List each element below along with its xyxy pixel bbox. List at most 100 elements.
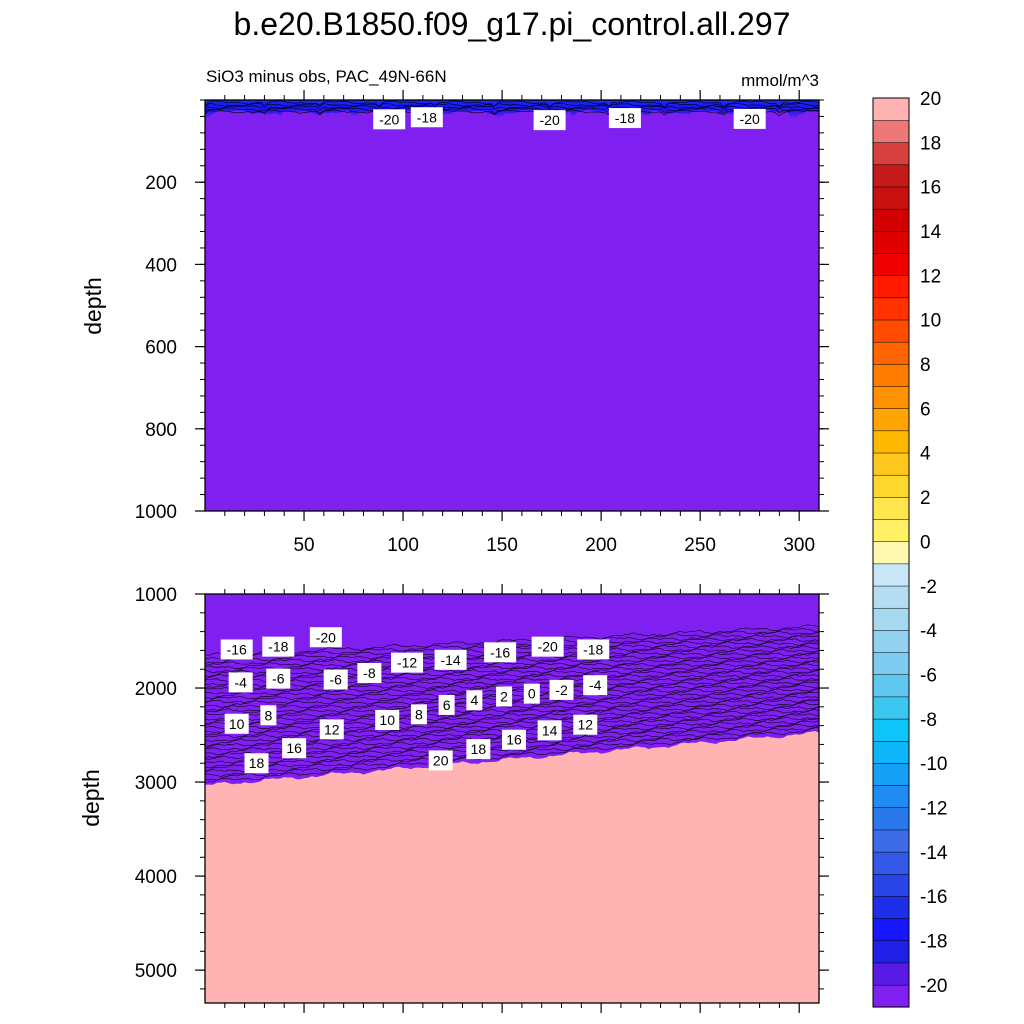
colorbar-swatch xyxy=(872,740,910,764)
y-tick-label: 2000 xyxy=(135,679,177,700)
contour-label-box xyxy=(428,750,453,771)
contour-label-text: -20 xyxy=(379,111,399,127)
contour-label-box xyxy=(357,662,382,683)
colorbar-swatch xyxy=(872,607,910,631)
upper-contour-lines xyxy=(205,100,819,117)
colorbar-tick-label: -8 xyxy=(920,710,937,731)
contour-label-box xyxy=(262,636,295,657)
colorbar-tick-label: 4 xyxy=(920,444,931,465)
contour-label-box xyxy=(533,110,566,131)
colorbar-swatch xyxy=(872,408,910,432)
contour-label-text: -14 xyxy=(440,652,460,668)
contour-line xyxy=(205,659,819,699)
colorbar-tick-label: 18 xyxy=(920,133,941,154)
contour-label-box xyxy=(577,639,610,660)
contour-label: -18 xyxy=(608,108,641,129)
lower-plot-frame xyxy=(204,593,820,1004)
contour-label: 2 xyxy=(496,686,513,707)
y-tick-label: 5000 xyxy=(135,961,177,982)
contour-label-text: -12 xyxy=(397,655,417,671)
colorbar-swatch xyxy=(872,674,910,698)
contour-line xyxy=(205,695,819,742)
contour-label: -20 xyxy=(733,108,766,129)
contour-line xyxy=(205,688,819,736)
colorbar-swatch xyxy=(872,97,910,121)
contour-label: 14 xyxy=(537,720,562,741)
colorbar-swatch xyxy=(872,297,910,321)
contour-line xyxy=(205,723,819,777)
y-tick-label: 400 xyxy=(145,255,177,276)
contour-label-box xyxy=(228,672,253,693)
colorbar-swatch xyxy=(872,851,910,875)
colorbar-tick-label: 0 xyxy=(920,532,931,553)
contour-label-box xyxy=(523,683,540,704)
contour-label-text: -18 xyxy=(268,639,288,655)
contour-label-box xyxy=(438,694,455,715)
contour-label-box xyxy=(466,739,491,760)
colorbar-swatch xyxy=(872,452,910,476)
y-tick-label: 200 xyxy=(145,173,177,194)
colorbar-tick-label: -14 xyxy=(920,843,948,864)
contour-label-box xyxy=(537,720,562,741)
contour-label-box xyxy=(496,686,513,707)
contour-label-text: -18 xyxy=(615,110,635,126)
colorbar: -20-18-16-14-12-10-8-6-4-202468101214161… xyxy=(872,89,948,1008)
contour-label-box xyxy=(282,738,307,759)
contour-label-box xyxy=(501,729,526,750)
upper-panel: 50 100 150 200 250 300 200 400 600 800 1000 -20 -18… xyxy=(80,90,829,556)
contour-label-text: 10 xyxy=(379,712,395,728)
x-tick-label: 150 xyxy=(486,535,518,556)
contour-label: 12 xyxy=(573,714,598,735)
colorbar-swatch xyxy=(872,385,910,409)
upper-plot-frame xyxy=(204,99,820,512)
contour-label: -20 xyxy=(533,110,566,131)
contour-label-box xyxy=(434,649,467,670)
lower-contour-labels: -16 -18-20-16 -20 -18-12 -14-8-4 -6 -62 0 -2 -446… xyxy=(220,627,610,774)
contour-line xyxy=(205,104,819,112)
contour-line xyxy=(205,624,819,657)
colorbar-tick-label: -6 xyxy=(920,665,937,686)
contour-label-text: -20 xyxy=(538,639,558,655)
contour-label-box xyxy=(549,679,574,700)
contour-label-box xyxy=(410,107,443,128)
colorbar-swatch xyxy=(872,918,910,942)
contour-line xyxy=(205,663,819,704)
colorbar-swatch xyxy=(872,940,910,964)
chart-title: b.e20.B1850.f09_g17.pi_control.all.297 xyxy=(234,6,791,42)
contour-label: -2 xyxy=(549,679,574,700)
lower-y-axis-label: depth xyxy=(78,769,104,827)
upper-y-axis-label: depth xyxy=(80,277,106,335)
upper-surface-band xyxy=(205,100,819,119)
y-tick-label: 4000 xyxy=(135,867,177,888)
colorbar-swatch xyxy=(872,496,910,520)
contour-line xyxy=(205,102,819,109)
contour-label: -6 xyxy=(266,668,291,689)
colorbar-swatch xyxy=(872,962,910,986)
contour-label-text: -20 xyxy=(316,629,336,645)
contour-label: 18 xyxy=(244,753,269,774)
contour-label: -4 xyxy=(228,672,253,693)
colorbar-swatch xyxy=(872,541,910,565)
contour-label-text: -4 xyxy=(234,674,247,690)
contour-label: -20 xyxy=(309,627,342,648)
contour-label-box xyxy=(244,753,269,774)
contour-label-text: 16 xyxy=(506,732,522,748)
contour-line xyxy=(205,725,819,781)
contour-label-box xyxy=(266,668,291,689)
contour-label: -18 xyxy=(262,636,295,657)
upper-field-fill xyxy=(205,100,819,511)
contour-line xyxy=(205,727,819,783)
contour-label-box xyxy=(391,652,424,673)
contour-label-text: -6 xyxy=(329,672,342,688)
contour-label-text: 18 xyxy=(471,741,487,757)
colorbar-swatch xyxy=(872,230,910,254)
contour-label-text: 10 xyxy=(229,716,245,732)
colorbar-swatch xyxy=(872,785,910,809)
contour-label: 16 xyxy=(501,729,526,750)
y-tick-label: 1000 xyxy=(135,585,177,606)
colorbar-swatch xyxy=(872,252,910,276)
colorbar-tick-label: -4 xyxy=(920,621,937,642)
contour-line xyxy=(205,100,819,108)
contour-label: 6 xyxy=(438,694,455,715)
contour-label-box xyxy=(375,709,400,730)
